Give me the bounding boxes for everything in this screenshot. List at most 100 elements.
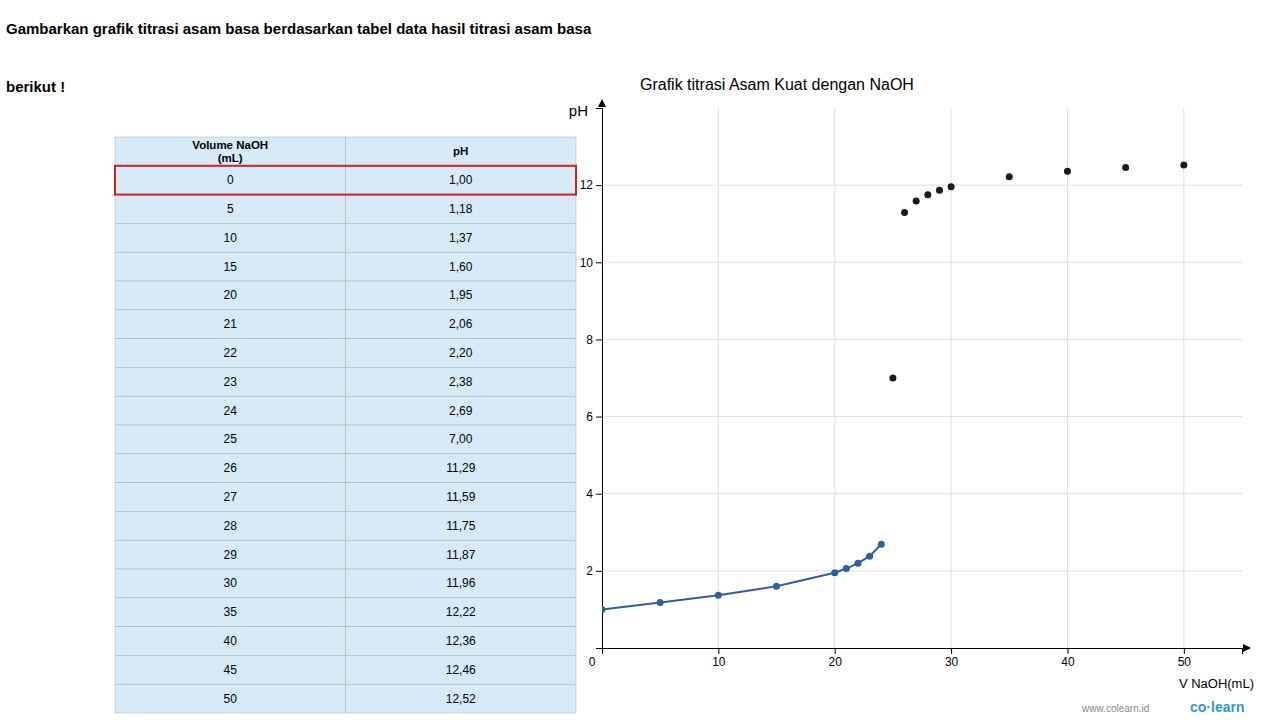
data-point bbox=[878, 541, 885, 548]
tick-label: 50 bbox=[1178, 655, 1192, 669]
table-cell-text: 40 bbox=[224, 634, 238, 648]
table-cell-text: 12,52 bbox=[446, 692, 476, 706]
table-cell-text: 50 bbox=[224, 692, 238, 706]
tick-label: 6 bbox=[586, 410, 593, 424]
x-axis: 1020304050 bbox=[603, 648, 1243, 669]
table-cell bbox=[115, 396, 346, 425]
table-cell bbox=[115, 223, 346, 252]
tick-label: 40 bbox=[1061, 655, 1075, 669]
grid-line-x bbox=[1183, 108, 1184, 648]
table-cell-text: 11,29 bbox=[446, 461, 475, 475]
tick-mark bbox=[596, 339, 602, 340]
data-point bbox=[715, 592, 722, 599]
table-cell bbox=[346, 569, 577, 598]
table-cell bbox=[346, 310, 577, 339]
table-cell bbox=[115, 281, 346, 310]
data-point bbox=[843, 565, 850, 572]
table-cell-text: 25 bbox=[224, 432, 238, 446]
tick-mark bbox=[1067, 648, 1068, 654]
table-cell-text: 23 bbox=[224, 375, 238, 389]
tick: 10 bbox=[712, 648, 726, 669]
axis-line bbox=[603, 649, 1243, 655]
table-cell bbox=[346, 396, 577, 425]
table-cell-text: 30 bbox=[224, 576, 238, 590]
table-cell-text: 1,60 bbox=[449, 260, 473, 274]
table-cell bbox=[115, 684, 346, 713]
table-cell bbox=[346, 598, 577, 627]
y-axis: 24681012 bbox=[580, 109, 603, 649]
table-cell-text: 11,59 bbox=[446, 490, 475, 504]
table-cell bbox=[115, 598, 346, 627]
table-cell bbox=[115, 252, 346, 281]
table-cell-text: 45 bbox=[224, 663, 238, 677]
table-cell bbox=[346, 281, 577, 310]
tick: 12 bbox=[580, 178, 602, 192]
chart-title: Grafik titrasi Asam Kuat dengan NaOH bbox=[640, 76, 914, 93]
table-header-text: pH bbox=[453, 145, 468, 157]
data-point bbox=[1064, 168, 1071, 175]
table-cell-text: 15 bbox=[224, 260, 238, 274]
table-cell-text: 1,18 bbox=[449, 202, 473, 216]
table-cell bbox=[346, 252, 577, 281]
tick-mark bbox=[951, 648, 952, 654]
tick-mark bbox=[596, 185, 602, 186]
table-cell-text: 2,69 bbox=[449, 404, 473, 418]
table-cell-text: 10 bbox=[224, 231, 238, 245]
table-cell-text: 1,37 bbox=[449, 231, 473, 245]
y-axis-label: pH bbox=[569, 102, 588, 119]
data-point bbox=[948, 183, 955, 190]
table-cell-text: 35 bbox=[224, 605, 238, 619]
axis-line bbox=[596, 109, 603, 649]
grid-line-y bbox=[602, 416, 1242, 417]
table-cell-text: 21 bbox=[224, 317, 238, 331]
tick: 40 bbox=[1061, 648, 1075, 669]
data-point bbox=[889, 375, 896, 382]
axis-arrow bbox=[598, 99, 606, 107]
grid-line-y bbox=[602, 185, 1242, 186]
table-header-cell bbox=[115, 137, 346, 166]
table-cell-text: 12,46 bbox=[446, 663, 476, 677]
table-cell bbox=[115, 339, 346, 368]
table-cell bbox=[115, 540, 346, 569]
tick-label: 2 bbox=[586, 564, 593, 578]
tick: 20 bbox=[829, 648, 843, 669]
tick-label: 12 bbox=[580, 178, 594, 192]
table-cell-text: 2,20 bbox=[449, 346, 473, 360]
table-cell bbox=[115, 425, 346, 454]
data-point bbox=[901, 209, 908, 216]
table-cell-text: 1,00 bbox=[449, 173, 473, 187]
table-cell bbox=[115, 655, 346, 684]
table-cell-text: 11,75 bbox=[446, 519, 475, 533]
data-point bbox=[657, 599, 664, 606]
table-cell bbox=[346, 627, 577, 656]
tick-label: 10 bbox=[712, 655, 726, 669]
table-cell-text: 0 bbox=[227, 173, 234, 187]
table-cell bbox=[346, 367, 577, 396]
data-point bbox=[924, 191, 931, 198]
table-cell-text: 29 bbox=[224, 548, 238, 562]
grid-line-x bbox=[1067, 108, 1068, 648]
data-point bbox=[866, 553, 873, 560]
tick: 50 bbox=[1178, 648, 1192, 669]
data-table: Volume NaOH(mL)pH01,0051,18101,37151,602… bbox=[115, 137, 576, 713]
tick-label: 4 bbox=[586, 487, 593, 501]
grid-line-y bbox=[602, 570, 1242, 571]
table-cell-text: 24 bbox=[224, 404, 238, 418]
table-cell bbox=[115, 195, 346, 224]
chart-canvas: Volume NaOH(mL)pH01,0051,18101,37151,602… bbox=[0, 0, 1280, 720]
grid-line-y bbox=[602, 262, 1242, 263]
data-point bbox=[936, 187, 943, 194]
data-point bbox=[602, 606, 606, 613]
grid-line-x bbox=[718, 108, 719, 648]
table-cell bbox=[346, 511, 577, 540]
table-header-text: Volume NaOH(mL) bbox=[192, 139, 268, 164]
tick-mark bbox=[596, 571, 602, 572]
grid-line-x bbox=[834, 108, 835, 648]
tick-mark bbox=[835, 648, 836, 654]
watermark: www.colearn.id bbox=[1081, 703, 1149, 714]
grid-line-y bbox=[602, 493, 1242, 494]
table-cell bbox=[115, 627, 346, 656]
table-cell bbox=[346, 339, 577, 368]
tick-mark bbox=[1184, 648, 1185, 654]
table-cell bbox=[346, 166, 577, 195]
